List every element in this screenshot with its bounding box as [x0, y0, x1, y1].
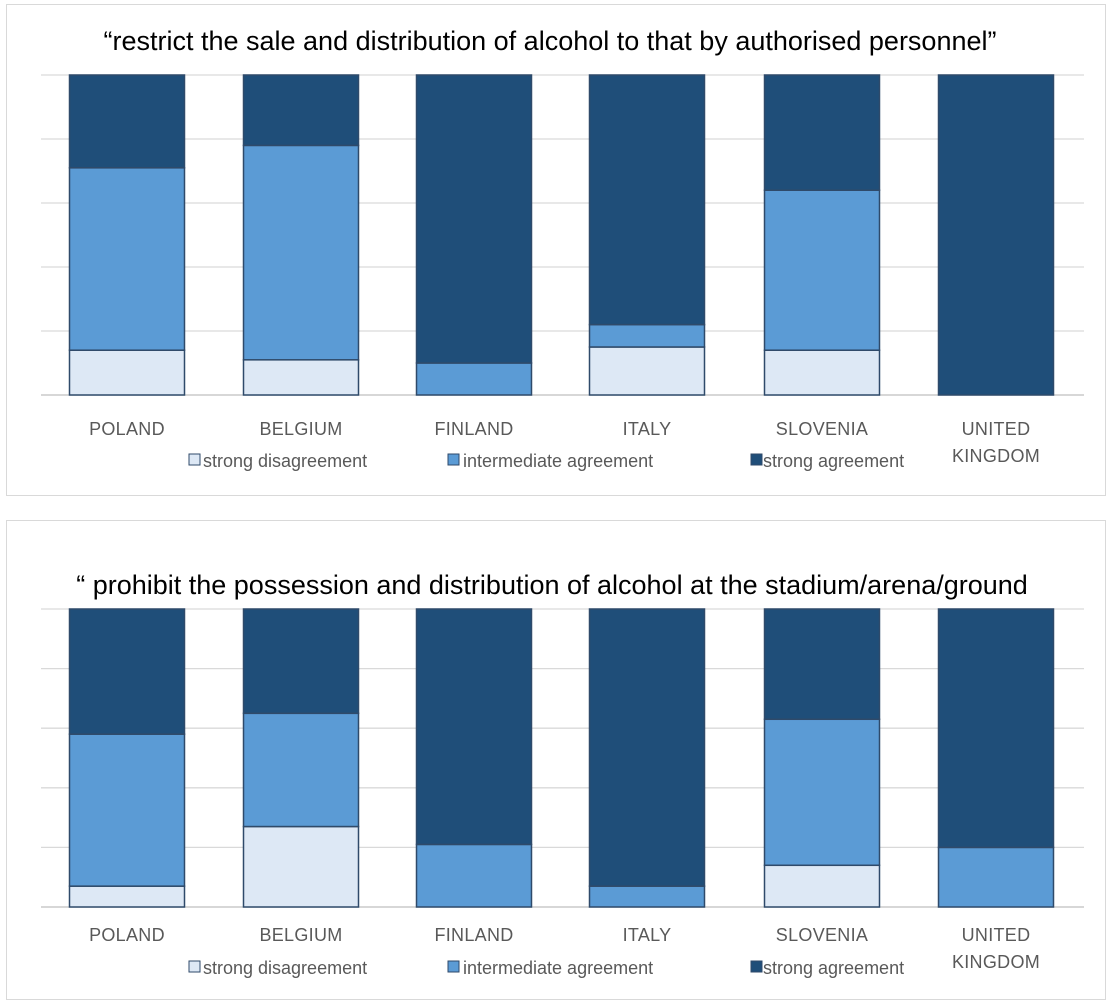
x-tick-label: POLAND: [89, 419, 165, 439]
bar-segment-strong-disagreement: [68, 885, 186, 908]
bar-segment-strong-disagreement: [242, 359, 360, 396]
bar-segment-strong-agreement: [588, 74, 706, 326]
bar-segment-strong-agreement: [242, 74, 360, 147]
legend-label-strong-disagreement: strong disagreement: [203, 958, 367, 978]
bar-segment-strong-agreement: [242, 608, 360, 715]
bar-segment-intermediate-agreement: [588, 323, 706, 348]
x-tick-label: POLAND: [89, 925, 165, 945]
bar-segment-strong-agreement: [937, 74, 1055, 396]
x-tick-label: FINLAND: [434, 419, 513, 439]
bar-segment-strong-agreement: [763, 608, 881, 721]
bar-segment-intermediate-agreement: [242, 712, 360, 828]
bar-segment-strong-agreement: [415, 608, 533, 846]
stacked-bar-chart: “restrict the sale and distribution of a…: [41, 26, 1084, 471]
x-tick-label: SLOVENIA: [776, 419, 868, 439]
bar-segment-strong-agreement: [588, 608, 706, 887]
x-tick-label: BELGIUM: [259, 925, 342, 945]
legend-swatch-strong-agreement: [750, 960, 763, 973]
legend-swatch-strong-disagreement: [188, 453, 201, 466]
bar-segment-strong-agreement: [68, 74, 186, 169]
x-tick-label: UNITED KINGDOM: [952, 925, 1040, 972]
legend-swatch-intermediate-agreement: [447, 960, 460, 973]
x-tick-label: ITALY: [623, 925, 672, 945]
bar-segment-intermediate-agreement: [68, 733, 186, 887]
legend-label-intermediate-agreement: intermediate agreement: [463, 958, 653, 978]
stacked-bar-chart: “ prohibit the possession and distributi…: [41, 570, 1084, 978]
bar-segment-strong-agreement: [415, 74, 533, 364]
bar-segment-strong-agreement: [763, 74, 881, 191]
x-tick-label: UNITED KINGDOM: [952, 419, 1040, 466]
legend-swatch-strong-disagreement: [188, 960, 201, 973]
bar-segment-intermediate-agreement: [937, 846, 1055, 908]
chart-panel-restrict-sale: “restrict the sale and distribution of a…: [6, 4, 1106, 496]
bar-segment-intermediate-agreement: [242, 144, 360, 361]
x-tick-label: ITALY: [623, 419, 672, 439]
bar-segment-strong-agreement: [68, 608, 186, 735]
bar-segment-intermediate-agreement: [68, 167, 186, 351]
bar-segment-strong-disagreement: [763, 864, 881, 908]
legend-swatch-strong-agreement: [750, 453, 763, 466]
chart-title: “ prohibit the possession and distributi…: [76, 570, 1028, 600]
legend-label-intermediate-agreement: intermediate agreement: [463, 451, 653, 471]
x-tick-label: FINLAND: [434, 925, 513, 945]
bar-segment-strong-agreement: [937, 608, 1055, 849]
x-tick-label: BELGIUM: [259, 419, 342, 439]
bar-segment-strong-disagreement: [763, 349, 881, 396]
bar-segment-intermediate-agreement: [415, 362, 533, 396]
legend-label-strong-agreement: strong agreement: [763, 451, 904, 471]
bar-segment-intermediate-agreement: [763, 718, 881, 867]
chart-title: “restrict the sale and distribution of a…: [103, 26, 996, 56]
legend-label-strong-disagreement: strong disagreement: [203, 451, 367, 471]
x-tick-label: SLOVENIA: [776, 925, 868, 945]
bar-segment-intermediate-agreement: [763, 189, 881, 351]
bar-segment-strong-disagreement: [588, 346, 706, 396]
bar-segment-intermediate-agreement: [415, 843, 533, 908]
bar-segment-strong-disagreement: [68, 349, 186, 396]
chart-panel-prohibit-possession: “ prohibit the possession and distributi…: [6, 520, 1106, 1000]
bar-segment-intermediate-agreement: [588, 885, 706, 908]
bar-segment-strong-disagreement: [242, 825, 360, 908]
legend-label-strong-agreement: strong agreement: [763, 958, 904, 978]
legend-swatch-intermediate-agreement: [447, 453, 460, 466]
